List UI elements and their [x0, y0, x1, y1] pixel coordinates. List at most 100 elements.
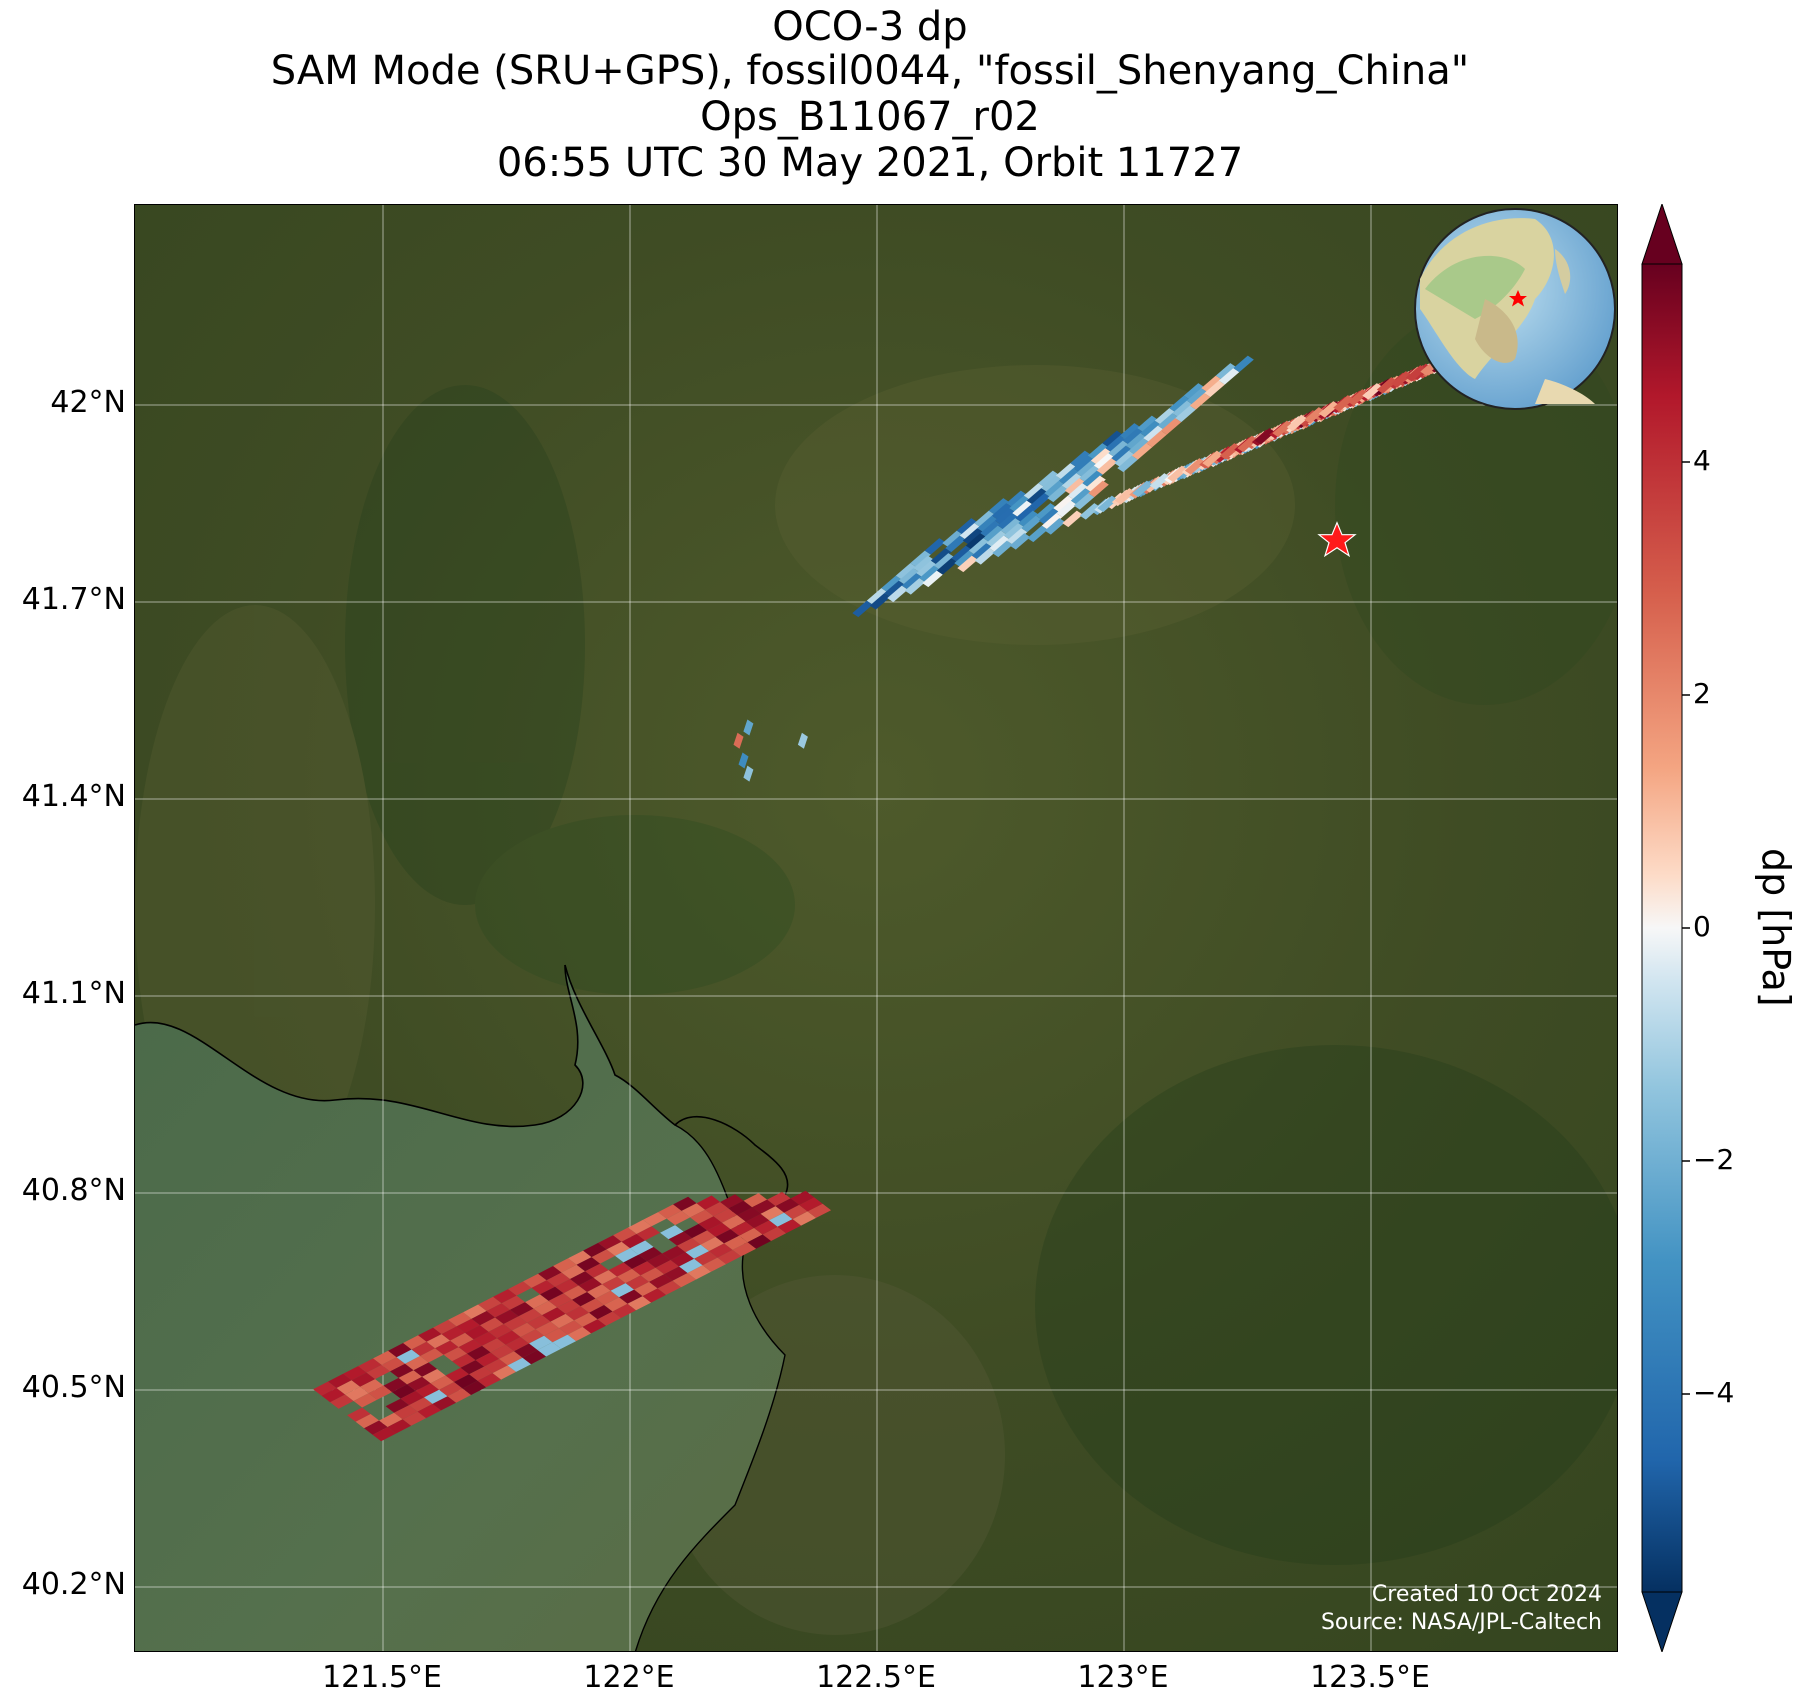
- sounding-cell: [707, 1222, 731, 1237]
- sounding-cell: [582, 1319, 607, 1334]
- sounding-cell: [1026, 488, 1048, 505]
- sounding-cell: [426, 1334, 451, 1349]
- sounding-cell: [1160, 418, 1182, 435]
- sounding-cell: [597, 1311, 622, 1326]
- sounding-cell: [364, 1420, 388, 1435]
- sounding-cell: [980, 520, 1001, 538]
- sounding-cell: [933, 553, 955, 570]
- sounding-cell: [679, 1258, 703, 1273]
- sounding-cell: [343, 1366, 367, 1381]
- sounding-cell: [1347, 389, 1369, 406]
- sounding-cell: [1093, 453, 1115, 470]
- sounding-cell: [640, 1267, 665, 1282]
- map-panel[interactable]: [134, 204, 1618, 1652]
- sounding-cell: [385, 1398, 410, 1413]
- sounding-cell: [441, 1326, 466, 1341]
- sounding-cell: [537, 1342, 562, 1357]
- sounding-cell: [580, 1298, 605, 1313]
- sounding-cell: [593, 1270, 618, 1285]
- sounding-cell: [743, 1193, 768, 1208]
- sounding-cell: [1097, 495, 1118, 513]
- sounding-cell: [424, 1389, 448, 1404]
- sounding-cell: [432, 1396, 457, 1411]
- lon-tick-122-5: 122.5°E: [816, 1660, 936, 1695]
- sounding-cell: [621, 1234, 646, 1249]
- sounding-cell: [705, 1202, 729, 1217]
- sounding-swath-middle: [733, 719, 808, 782]
- sounding-cell: [576, 1257, 601, 1272]
- sounding-cell: [1318, 401, 1340, 418]
- sounding-cell: [1087, 443, 1109, 460]
- sounding-cell: [1090, 448, 1112, 465]
- sounding-cell: [625, 1275, 650, 1290]
- sounding-cell: [478, 1296, 502, 1311]
- sounding-cell: [493, 1289, 517, 1304]
- sounding-cell: [555, 1279, 579, 1294]
- sounding-cell: [1041, 513, 1063, 530]
- sounding-cell: [1006, 490, 1027, 508]
- sounding-cell: [510, 1302, 534, 1317]
- sounding-cell: [1186, 388, 1208, 405]
- sounding-cell: [1114, 450, 1135, 468]
- sounding-cell: [1064, 478, 1086, 495]
- sounding-cell: [672, 1273, 697, 1288]
- sounding-cell: [1117, 455, 1138, 473]
- sounding-cell: [974, 548, 996, 565]
- sounding-cell: [542, 1307, 566, 1322]
- sounding-cell: [1175, 405, 1196, 423]
- sounding-cell: [604, 1297, 628, 1312]
- sounding-cell: [512, 1322, 536, 1337]
- sounding-cell: [612, 1303, 637, 1318]
- sounding-cell: [660, 1225, 684, 1240]
- sounding-cell: [713, 1208, 738, 1223]
- sounding-cell: [1233, 355, 1254, 373]
- sounding-cell: [655, 1260, 680, 1275]
- sounding-cell: [1012, 500, 1033, 518]
- sounding-cell: [400, 1390, 425, 1406]
- sounding-cell: [373, 1350, 397, 1365]
- sounding-cell: [351, 1372, 376, 1387]
- title-line-1: OCO-3 dp: [772, 4, 968, 50]
- sounding-cell: [685, 1244, 710, 1259]
- sounding-cell: [396, 1349, 421, 1364]
- sounding-cell: [792, 1211, 817, 1226]
- sounding-cell: [484, 1358, 508, 1374]
- sounding-cell: [777, 1219, 802, 1234]
- sounding-cell: [769, 1212, 793, 1227]
- inset-star-icon: [1509, 290, 1527, 307]
- lat-tick-41-7: 41.7°N: [21, 582, 126, 617]
- sounding-cell: [991, 503, 1013, 520]
- title-line-2: SAM Mode (SRU+GPS), fossil0044, "fossil_…: [270, 48, 1470, 94]
- sounding-cell: [666, 1210, 691, 1226]
- sounding-cell: [1189, 393, 1211, 410]
- sounding-cell: [1053, 495, 1074, 513]
- sounding-cell: [1021, 515, 1042, 533]
- sounding-cell: [535, 1321, 560, 1336]
- sounding-cell: [372, 1427, 397, 1442]
- sounding-cell: [1009, 533, 1031, 550]
- sounding-cell: [482, 1338, 506, 1353]
- sounding-cell: [1047, 485, 1068, 503]
- sounding-cell: [313, 1381, 337, 1396]
- sounding-cell: [1102, 430, 1123, 448]
- colorbar-label: dp [hPa]: [1754, 848, 1796, 1007]
- sounding-cell: [1027, 525, 1048, 543]
- sounding-cell: [458, 1339, 483, 1354]
- sounding-cell: [1029, 493, 1051, 510]
- sounding-cell: [962, 528, 984, 545]
- colorbar-tick-neg4: −4: [1693, 1376, 1735, 1409]
- sounding-cell: [664, 1266, 688, 1281]
- sounding-cell: [790, 1190, 815, 1205]
- sounding-cell: [919, 565, 940, 583]
- sounding-cell: [553, 1258, 577, 1273]
- sounding-cell: [638, 1247, 663, 1262]
- sounding-cell: [523, 1273, 547, 1288]
- sounding-cell: [381, 1357, 406, 1372]
- sounding-cell: [1015, 505, 1036, 523]
- sounding-cell: [945, 535, 966, 553]
- sounding-cell: [383, 1377, 408, 1393]
- sounding-cell: [916, 560, 937, 578]
- sounding-cell: [402, 1411, 427, 1426]
- sounding-cell: [355, 1414, 380, 1429]
- sounding-cell: [394, 1405, 418, 1420]
